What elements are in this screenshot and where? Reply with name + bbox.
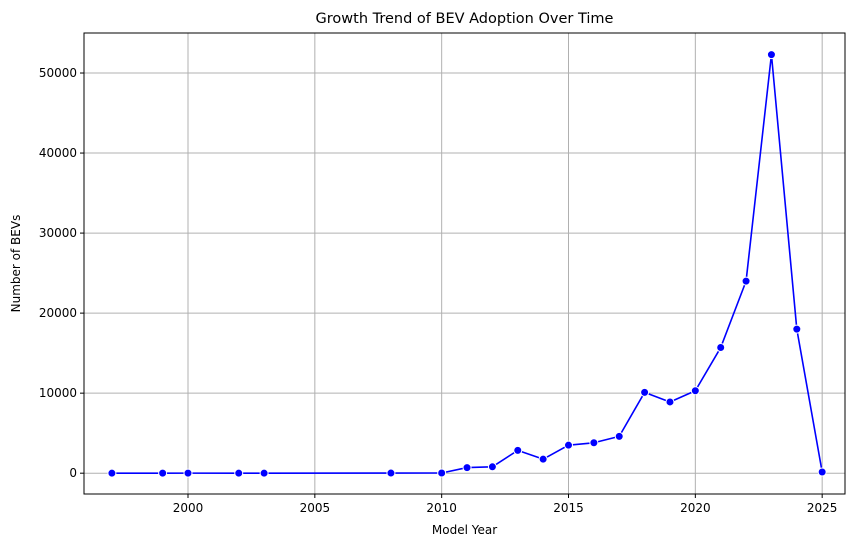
data-point bbox=[741, 276, 751, 286]
data-point bbox=[640, 387, 650, 397]
data-point bbox=[614, 431, 624, 441]
data-point bbox=[716, 343, 726, 353]
data-point bbox=[817, 467, 827, 477]
data-point bbox=[462, 463, 472, 473]
x-tick-label: 2010 bbox=[426, 501, 457, 515]
data-point bbox=[564, 440, 574, 450]
y-tick-label: 10000 bbox=[39, 386, 77, 400]
data-point bbox=[487, 462, 497, 472]
data-point bbox=[690, 386, 700, 396]
data-point bbox=[792, 324, 802, 334]
data-point bbox=[538, 454, 548, 464]
series-line bbox=[111, 53, 823, 474]
x-axis-label: Model Year bbox=[432, 523, 497, 537]
x-tick-label: 2005 bbox=[300, 501, 331, 515]
y-tick-label: 30000 bbox=[39, 226, 77, 240]
y-axis: 0 10000 20000 30000 40000 50000 bbox=[39, 66, 84, 480]
chart-title: Growth Trend of BEV Adoption Over Time bbox=[316, 11, 614, 27]
y-tick-label: 20000 bbox=[39, 306, 77, 320]
x-tick-label: 2025 bbox=[807, 501, 838, 515]
y-tick-label: 50000 bbox=[39, 66, 77, 80]
x-axis: 2000 2005 2010 2015 2020 2025 bbox=[173, 494, 838, 515]
data-point bbox=[513, 445, 523, 455]
plot-frame bbox=[83, 32, 846, 495]
x-tick-label: 2015 bbox=[553, 501, 584, 515]
y-axis-label: Number of BEVs bbox=[9, 215, 23, 313]
data-point bbox=[259, 468, 269, 478]
y-tick-label: 0 bbox=[69, 466, 77, 480]
data-point bbox=[589, 438, 599, 448]
data-point bbox=[107, 468, 117, 478]
y-tick-label: 40000 bbox=[39, 146, 77, 160]
data-point bbox=[437, 468, 447, 478]
data-point bbox=[665, 397, 675, 407]
data-point bbox=[183, 468, 193, 478]
data-point bbox=[386, 468, 396, 478]
data-point bbox=[234, 468, 244, 478]
x-tick-label: 2000 bbox=[173, 501, 204, 515]
data-point bbox=[158, 468, 168, 478]
data-point bbox=[766, 50, 776, 60]
x-tick-label: 2020 bbox=[680, 501, 711, 515]
series-bev bbox=[107, 50, 827, 478]
grid bbox=[84, 33, 845, 494]
